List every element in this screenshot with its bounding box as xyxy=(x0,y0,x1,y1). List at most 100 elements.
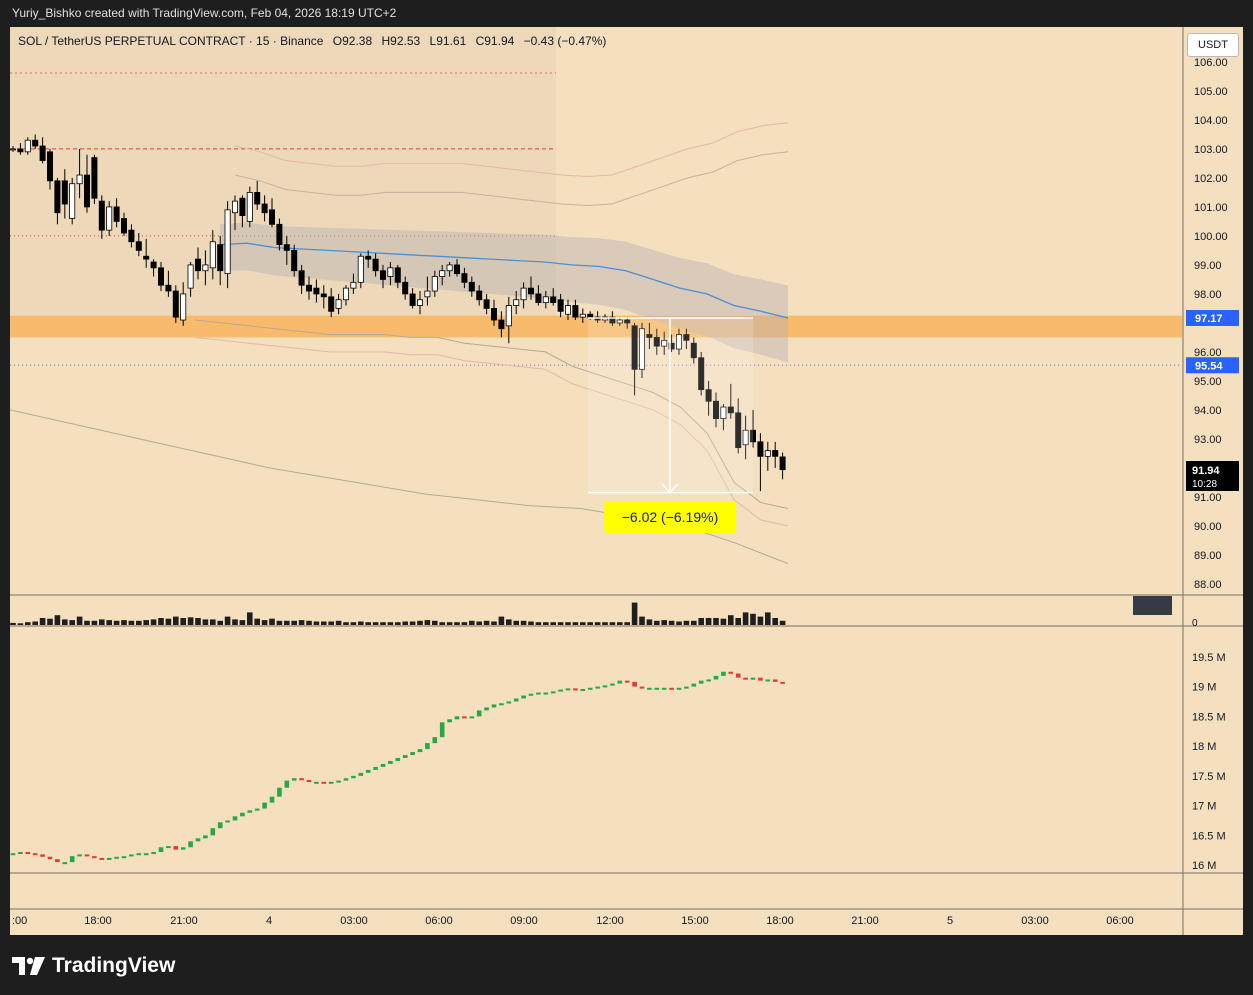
cvd-bar xyxy=(32,853,38,856)
volume-bar xyxy=(713,618,719,625)
volume-bar xyxy=(454,622,460,625)
candle-body xyxy=(757,441,764,457)
measure-label: −6.02 (−6.19%) xyxy=(622,509,719,525)
price-tick-label: 91.00 xyxy=(1194,492,1222,504)
time-tick-label: 06:00 xyxy=(1106,915,1134,927)
candle-body xyxy=(47,151,54,182)
volume-bar xyxy=(247,612,253,625)
volume-bar xyxy=(498,616,505,625)
volume-bar xyxy=(180,618,186,625)
volume-bar xyxy=(728,615,734,625)
legend-symbol[interactable]: SOL / TetherUS PERPETUAL CONTRACT · 15 ·… xyxy=(18,34,324,48)
cvd-bar xyxy=(225,820,230,823)
cvd-bar xyxy=(217,822,223,829)
candle-body xyxy=(624,319,631,324)
volume-bar xyxy=(528,621,534,625)
price-tick-label: 102.00 xyxy=(1194,173,1228,185)
price-tick-label: 93.00 xyxy=(1194,434,1222,446)
volume-bar xyxy=(439,622,445,625)
cvd-bar xyxy=(328,781,334,784)
cvd-bar xyxy=(669,687,674,690)
volume-bar xyxy=(350,622,357,625)
candle-body xyxy=(453,264,460,275)
price-tick-label: 99.00 xyxy=(1194,260,1222,272)
volume-bar xyxy=(121,620,127,625)
candle-body xyxy=(69,183,76,219)
cvd-bar xyxy=(735,673,741,678)
last-price-badge xyxy=(1186,461,1239,491)
volume-bar xyxy=(735,618,741,625)
cvd-bar xyxy=(373,766,378,770)
cvd-bar xyxy=(114,856,119,859)
cvd-bar xyxy=(684,686,689,689)
upper-band-line xyxy=(234,151,789,207)
candle-body xyxy=(542,296,549,304)
price-tick-label: 90.00 xyxy=(1194,521,1222,533)
volume-bar xyxy=(99,619,105,625)
candle-body xyxy=(172,290,179,318)
cvd-bar xyxy=(210,828,216,836)
volume-bar xyxy=(646,619,653,625)
bar-countdown-text: 10:28 xyxy=(1192,479,1217,490)
candle-body xyxy=(76,174,83,185)
cvd-tick-label: 16 M xyxy=(1192,860,1216,872)
volume-pane-control[interactable] xyxy=(1133,596,1172,615)
volume-bar xyxy=(432,620,438,625)
cvd-bar xyxy=(247,810,253,813)
time-tick-label: 09:00 xyxy=(510,915,538,927)
volume-bar xyxy=(772,618,778,625)
candle-body xyxy=(276,223,283,246)
measure-label-box xyxy=(604,501,736,533)
candle-body xyxy=(409,293,416,306)
cvd-bar xyxy=(743,677,748,680)
cvd-bar xyxy=(291,778,297,781)
volume-bar xyxy=(469,620,475,625)
cvd-bar xyxy=(77,854,82,857)
cvd-bar xyxy=(365,769,371,773)
candle-body xyxy=(513,299,520,306)
volume-bar xyxy=(594,622,601,625)
candle-body xyxy=(202,264,209,272)
candle-body xyxy=(254,192,261,205)
cvd-bar xyxy=(180,847,186,850)
price-tick-label: 104.00 xyxy=(1194,115,1228,127)
candle-body xyxy=(24,139,31,153)
candle-body xyxy=(698,357,705,391)
currency-button[interactable]: USDT xyxy=(1187,33,1239,57)
cvd-bar xyxy=(402,755,408,758)
chart-frame: −6.02 (−6.19%) 106.00 105.00 104.00 103.00 10… xyxy=(10,27,1243,935)
candle-body xyxy=(764,450,771,457)
candle-body xyxy=(394,267,401,283)
time-tick-label: 18:00 xyxy=(766,915,794,927)
cvd-bar xyxy=(84,854,90,857)
candle-body xyxy=(379,270,386,280)
price-badge-level-b-text: 95.54 xyxy=(1195,360,1223,372)
cvd-bar xyxy=(99,857,105,860)
candle-body xyxy=(39,145,46,161)
candle-body xyxy=(283,244,290,251)
chart-canvas[interactable]: −6.02 (−6.19%) 106.00 105.00 104.00 103.00 10… xyxy=(10,27,1243,935)
cvd-tick-label: 18 M xyxy=(1192,741,1216,753)
volume-bar xyxy=(631,602,638,625)
volume-bar xyxy=(572,622,579,625)
volume-bar xyxy=(565,622,571,625)
volume-bar xyxy=(557,622,564,625)
candle-body xyxy=(565,305,572,315)
cvd-bar xyxy=(129,854,134,857)
volume-bar xyxy=(506,619,512,625)
cvd-bar xyxy=(173,846,179,850)
volume-bar xyxy=(202,619,209,625)
cvd-bar xyxy=(47,856,53,860)
volume-bar xyxy=(624,622,630,625)
price-tick-label: 103.00 xyxy=(1194,144,1228,156)
candle-body xyxy=(557,299,564,312)
candle-body xyxy=(10,148,16,151)
cvd-bar xyxy=(661,687,667,690)
volume-bar xyxy=(173,616,179,625)
volume-bar xyxy=(291,620,297,625)
cvd-bar xyxy=(306,780,312,783)
price-tick-label: 105.00 xyxy=(1194,86,1228,98)
cvd-bar xyxy=(380,763,386,767)
vwap-line xyxy=(219,242,789,319)
volume-bar xyxy=(158,618,164,625)
